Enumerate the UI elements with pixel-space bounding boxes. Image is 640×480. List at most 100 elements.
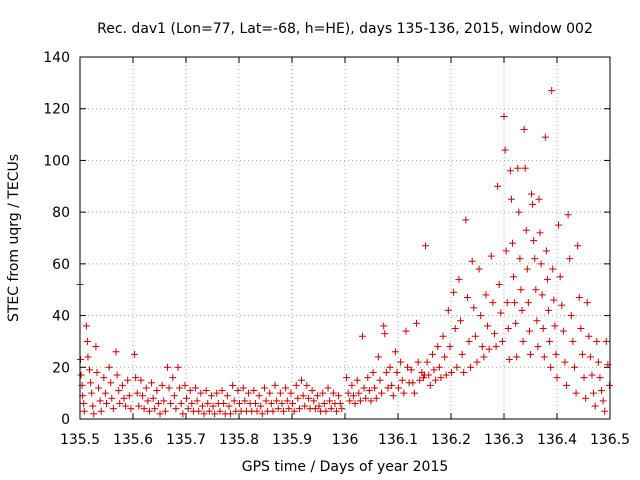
data-point [101,389,109,397]
data-point [478,343,486,351]
data-point [506,167,514,175]
data-point [324,384,332,392]
data-point [547,363,555,371]
data-point [115,387,123,395]
data-point [512,319,520,327]
data-point [158,381,166,389]
data-point [211,410,219,418]
x-tick-label: 136.1 [378,432,418,448]
data-point [601,407,609,415]
data-point [326,397,334,405]
data-point [453,363,461,371]
x-tick-label: 136 [332,432,359,448]
data-point [93,368,101,376]
x-tick-labels: 135.5 135.6 135.7 135.8 135.9 136 136.1 136.2 13… [60,432,630,448]
data-point [480,353,488,361]
data-point [145,407,153,415]
data-point [516,255,524,263]
data-point [365,387,373,395]
x-tick-label: 136.2 [431,432,471,448]
data-point [230,397,238,405]
data-point [451,325,459,332]
data-point [205,407,213,415]
data-point [113,371,121,379]
data-point [524,299,532,307]
data-point [87,379,95,387]
data-point [107,379,115,387]
x-tick-label: 136.5 [590,432,630,448]
data-point [311,405,319,413]
x-tick-label: 135.9 [272,432,312,448]
data-point [564,211,572,219]
data-point [588,371,596,379]
data-point [122,402,130,410]
data-point [487,252,495,260]
data-point [414,358,422,366]
data-point [389,392,397,400]
data-point [97,407,105,415]
data-point [170,392,178,400]
data-point [149,394,157,402]
data-point [580,374,588,382]
data-point [482,291,490,299]
x-tick-label: 135.5 [60,432,100,448]
data-point [177,399,185,407]
data-point [245,389,253,397]
data-point [460,368,468,376]
data-point [391,348,399,356]
y-tick-label: 60 [52,257,70,273]
data-point [549,265,557,273]
data-point [100,374,108,382]
data-point [161,407,169,415]
data-point [125,392,133,400]
data-point [287,389,295,397]
data-point [593,337,601,345]
data-point [536,229,544,237]
data-point [528,190,536,198]
data-point [397,358,405,366]
data-point [465,337,473,345]
data-point [218,387,226,395]
data-point [283,397,291,405]
data-point [88,389,96,397]
data-point [520,125,528,133]
data-point [184,405,192,413]
data-point [250,387,258,395]
y-tick-label: 80 [52,205,70,221]
data-point [362,394,370,402]
data-point [304,394,312,402]
data-point [192,384,200,392]
data-point [426,381,434,389]
data-point [295,405,303,413]
data-point [269,407,277,415]
data-point [140,405,148,413]
data-point [303,381,311,389]
data-point [596,374,604,382]
data-point [511,299,519,307]
data-point [227,410,235,418]
y-tick-label: 20 [52,360,70,376]
data-point [602,337,610,345]
data-point [402,327,410,335]
data-point [523,265,531,273]
data-point [535,195,543,203]
data-point [197,389,205,397]
data-point [108,394,116,402]
data-point [165,384,173,392]
data-point [289,399,297,407]
data-point [80,407,88,415]
data-point [131,350,139,358]
data-point [586,353,594,361]
data-point [260,384,268,392]
x-tick-label: 136.4 [537,432,577,448]
data-point [577,325,585,332]
data-point [543,275,551,283]
data-point [127,405,135,413]
data-point [172,405,180,413]
data-point [545,306,553,314]
data-point [546,337,554,345]
data-point [96,397,104,405]
data-point [572,389,580,397]
data-point [498,337,506,345]
data-point [492,343,500,351]
